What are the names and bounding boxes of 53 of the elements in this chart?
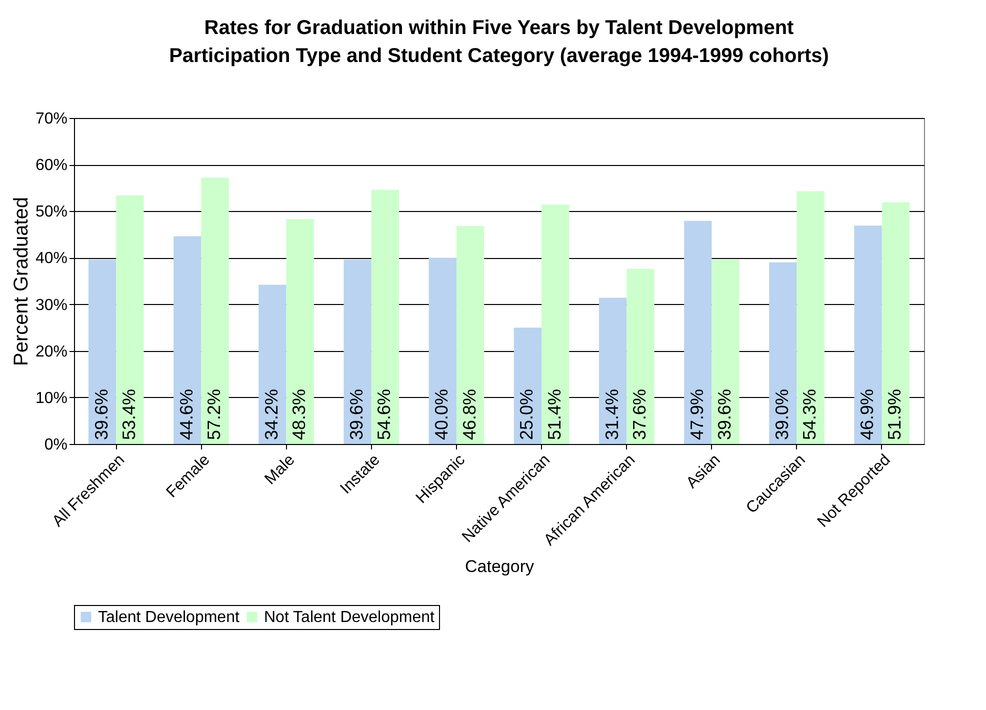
data-label: 46.8% (459, 388, 480, 440)
y-tick-label: 10% (35, 390, 68, 407)
bar (854, 226, 882, 444)
legend-label: Talent Development (98, 609, 240, 626)
bar (286, 219, 314, 444)
data-label: 39.6% (346, 388, 367, 440)
bar (88, 260, 116, 444)
bar (258, 284, 286, 444)
data-label: 54.6% (374, 388, 394, 440)
bar (456, 226, 484, 444)
chart-title: Rates for Graduation within Five Years by Talent Development Participation Type and Student Category (average 1994-1999 cohorts) (169, 17, 829, 67)
data-label: 39.6% (714, 388, 735, 440)
data-label: 53.4% (118, 388, 139, 440)
bar (344, 260, 372, 444)
bar (174, 236, 202, 444)
data-label: 39.0% (772, 388, 792, 440)
data-label: 39.6% (91, 388, 112, 440)
bar (796, 191, 824, 444)
y-tick-label: 50% (35, 204, 68, 221)
data-label: 51.9% (884, 388, 905, 440)
data-label: 48.3% (289, 388, 310, 440)
bar (116, 195, 144, 444)
data-label: 25.0% (516, 388, 537, 440)
data-label: 57.2% (204, 388, 224, 440)
bar (712, 260, 740, 444)
bar (626, 268, 654, 444)
data-label: 34.2% (261, 388, 282, 440)
bar (882, 202, 910, 444)
y-tick-label: 60% (35, 157, 68, 174)
x-axis-title: Category (465, 556, 534, 576)
legend-label: Not Talent Development (264, 609, 436, 626)
data-label: 44.6% (176, 388, 196, 440)
bar (598, 298, 627, 444)
data-label: 40.0% (432, 388, 452, 440)
y-tick-label: 0% (44, 436, 68, 454)
y-axis-title: Percent Graduated (10, 197, 32, 366)
data-label: 51.4% (544, 388, 564, 440)
data-label: 31.4% (602, 388, 622, 440)
y-tick-label: 30% (35, 296, 68, 314)
bar (769, 262, 797, 444)
bar (514, 328, 542, 444)
data-label: 54.3% (800, 388, 820, 440)
y-tick-label: 20% (35, 343, 68, 360)
bar (542, 204, 570, 444)
data-label: 47.9% (686, 388, 707, 440)
bar (371, 190, 400, 444)
y-tick-label: 70% (35, 110, 68, 128)
y-tick-label: 40% (35, 250, 68, 268)
bar (428, 258, 456, 444)
data-label: 46.9% (857, 388, 878, 440)
bar (684, 220, 712, 444)
bar (201, 178, 229, 444)
data-label: 37.6% (629, 388, 650, 440)
